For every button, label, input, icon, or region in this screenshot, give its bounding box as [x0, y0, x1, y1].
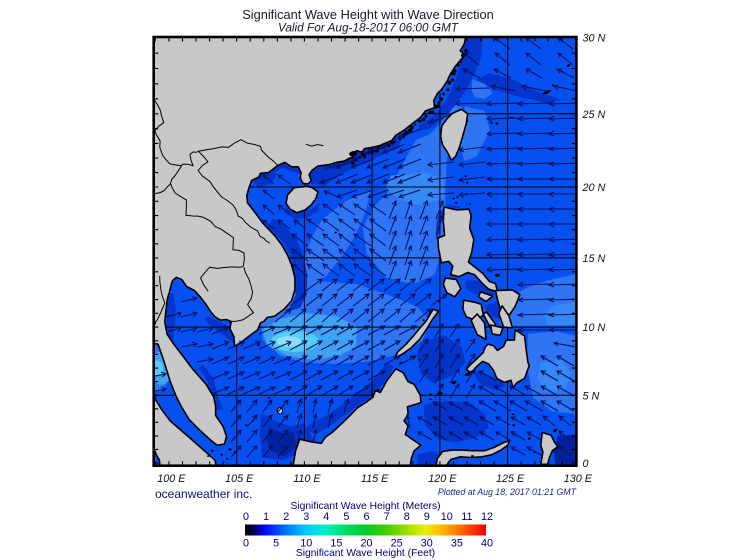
svg-text:105 E: 105 E	[225, 473, 254, 485]
svg-text:110 E: 110 E	[293, 473, 321, 485]
svg-text:5: 5	[273, 538, 279, 550]
svg-text:40: 40	[481, 538, 493, 550]
svg-text:120 E: 120 E	[428, 473, 457, 485]
svg-text:8: 8	[404, 511, 410, 523]
svg-text:20 N: 20 N	[582, 182, 606, 194]
svg-text:30 N: 30 N	[583, 33, 606, 45]
svg-text:7: 7	[384, 511, 390, 523]
svg-text:100 E: 100 E	[157, 473, 186, 485]
svg-text:130 E: 130 E	[564, 473, 593, 485]
svg-text:5: 5	[343, 511, 349, 523]
svg-text:125 E: 125 E	[496, 473, 525, 485]
svg-text:10 N: 10 N	[583, 322, 606, 334]
svg-text:1: 1	[263, 511, 269, 523]
svg-text:15 N: 15 N	[583, 253, 606, 265]
svg-text:oceanweather inc.: oceanweather inc.	[155, 487, 252, 501]
svg-text:9: 9	[424, 511, 430, 523]
svg-text:11: 11	[461, 511, 472, 523]
svg-text:5 N: 5 N	[583, 390, 600, 402]
svg-text:0: 0	[243, 538, 249, 550]
svg-text:Plotted at Aug 18, 2017 01:21: Plotted at Aug 18, 2017 01:21 GMT	[438, 487, 577, 497]
svg-text:10: 10	[300, 538, 312, 550]
svg-text:Significant Wave Height (Feet): Significant Wave Height (Feet)	[296, 548, 435, 559]
svg-text:3: 3	[303, 511, 309, 523]
svg-text:4: 4	[323, 511, 329, 523]
svg-text:30: 30	[421, 538, 433, 550]
svg-text:0: 0	[583, 458, 589, 470]
svg-text:25: 25	[391, 538, 403, 550]
svg-text:25 N: 25 N	[582, 109, 606, 121]
svg-text:Significant Wave Height with W: Significant Wave Height with Wave Direct…	[242, 7, 494, 22]
svg-text:12: 12	[481, 511, 493, 523]
svg-text:10: 10	[441, 511, 453, 523]
svg-text:2: 2	[283, 511, 289, 523]
svg-text:Valid For Aug-18-2017 06:00 GM: Valid For Aug-18-2017 06:00 GMT	[278, 21, 459, 35]
svg-text:Significant Wave Height (Meter: Significant Wave Height (Meters)	[290, 501, 440, 512]
svg-text:15: 15	[330, 538, 342, 550]
svg-text:6: 6	[363, 511, 369, 523]
svg-text:20: 20	[360, 538, 372, 550]
svg-text:0: 0	[243, 511, 249, 523]
svg-text:115 E: 115 E	[361, 473, 389, 485]
svg-text:35: 35	[451, 538, 463, 550]
